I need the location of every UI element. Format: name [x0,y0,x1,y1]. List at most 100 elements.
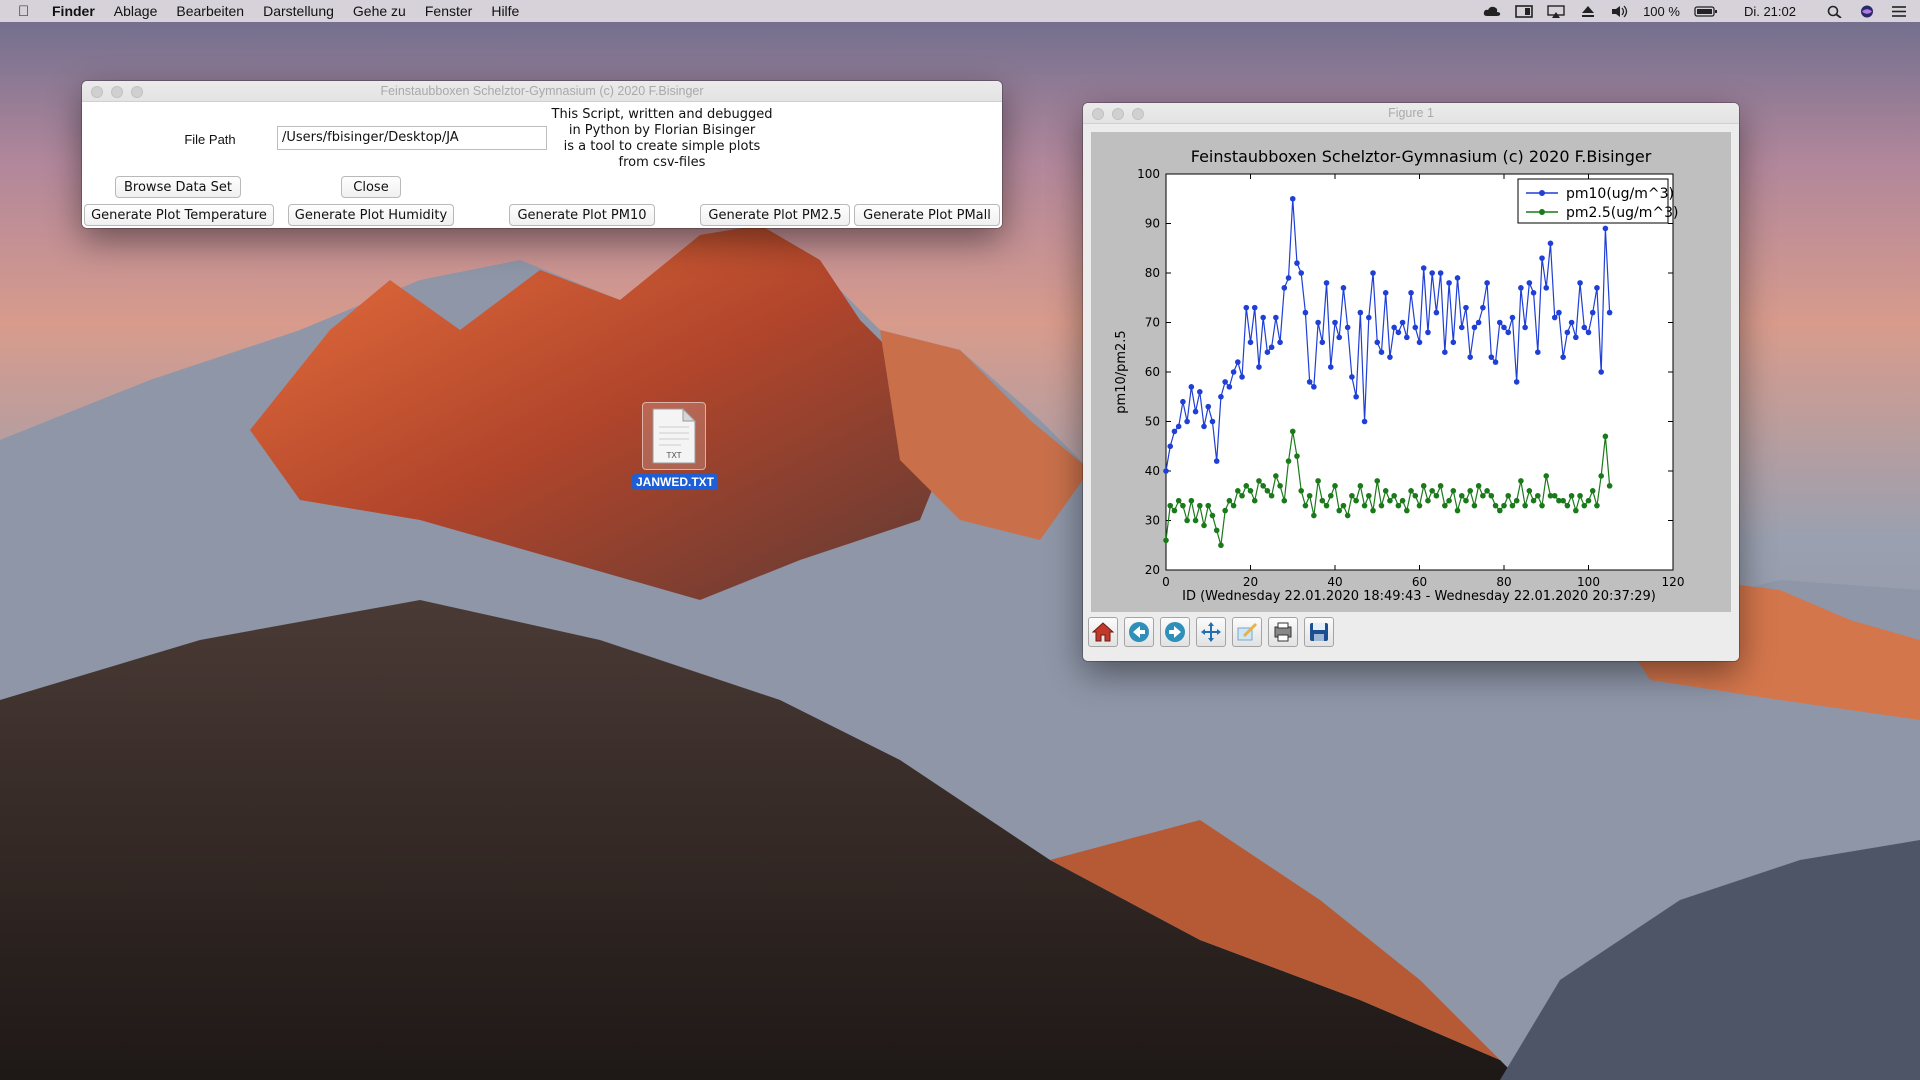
menu-app-finder[interactable]: Finder [52,3,95,19]
data-point [1594,285,1600,291]
file-path-input[interactable]: /Users/fbisinger/Desktop/JA [277,126,547,150]
generate-plot-pm10-button[interactable]: Generate Plot PM10 [509,204,655,226]
menu-fenster[interactable]: Fenster [424,3,473,19]
generate-plot-pmall-button[interactable]: Generate Plot PMall [854,204,1000,226]
legend-marker [1539,190,1545,196]
data-point [1226,384,1233,390]
forward-button[interactable] [1160,617,1190,647]
zoom-button[interactable] [1232,617,1262,647]
notification-center-icon[interactable] [1890,5,1908,18]
data-point [1201,423,1207,430]
data-point [1192,517,1199,524]
configure-subplots-button[interactable] [1268,617,1298,647]
generate-plot-temperature-button[interactable]: Generate Plot Temperature [84,204,274,226]
legend-marker [1539,209,1545,215]
minimize-window-button[interactable] [1112,108,1124,120]
data-point [1319,497,1326,504]
close-window-button[interactable] [91,86,103,98]
generate-plot-humidity-button[interactable]: Generate Plot Humidity [288,204,454,226]
volume-icon[interactable] [1611,5,1629,18]
data-point [1420,265,1427,271]
data-point [1450,488,1457,494]
data-point [1222,379,1228,385]
data-point [1239,492,1245,499]
save-figure-button[interactable] [1304,617,1334,647]
battery-percentage[interactable]: 100 % [1643,3,1680,19]
generate-plot-pm25-button[interactable]: Generate Plot PM2.5 [700,204,850,226]
data-point [1442,502,1448,509]
menu-ablage[interactable]: Ablage [113,3,158,19]
figure-window-titlebar[interactable]: Figure 1 [1083,103,1739,124]
plot-canvas[interactable]: Feinstaubboxen Schelztor-Gymnasium (c) 2… [1091,132,1731,612]
figure-window-title: Figure 1 [1388,106,1434,120]
data-point [1543,285,1550,291]
menu-darstellung[interactable]: Darstellung [263,3,334,19]
x-tick-label: 40 [1327,575,1342,589]
data-point [1522,502,1528,509]
save-icon [1310,623,1328,641]
data-point [1458,492,1465,499]
window-controls [1092,108,1144,120]
data-point [1188,497,1195,504]
data-point [1289,195,1296,202]
data-point [1467,488,1473,494]
data-point [1412,492,1419,499]
data-point [1264,349,1271,355]
data-point [1319,339,1326,346]
data-point [1433,309,1440,316]
zoom-window-button[interactable] [131,86,143,98]
data-point [1387,354,1393,360]
data-point [1526,280,1533,286]
file-type-badge: TXT [665,451,681,460]
data-point [1197,389,1203,395]
zoom-window-button[interactable] [1132,108,1144,120]
data-point [1535,492,1541,499]
data-point [1535,349,1541,355]
menu-bearbeiten[interactable]: Bearbeiten [176,3,245,19]
eject-icon[interactable] [1579,5,1597,18]
browse-data-set-button[interactable]: Browse Data Set [115,176,241,198]
data-point [1306,379,1313,385]
data-point [1311,512,1317,519]
data-point [1289,428,1296,435]
data-point [1353,393,1359,400]
menu-clock[interactable]: Di. 21:02 [1743,3,1796,19]
close-window-button[interactable] [1092,108,1104,120]
menu-gehe-zu[interactable]: Gehe zu [352,3,406,19]
data-point [1513,497,1520,504]
desktop-file-label: JANWED.TXT [632,474,718,490]
app-window-title: Feinstaubboxen Schelztor-Gymnasium (c) 2… [380,84,704,98]
data-point [1218,393,1224,400]
pan-icon [1201,622,1221,642]
airplay-icon[interactable] [1547,4,1565,18]
app-window-titlebar[interactable]: Feinstaubboxen Schelztor-Gymnasium (c) 2… [82,81,1002,102]
chart: Feinstaubboxen Schelztor-Gymnasium (c) 2… [1114,147,1684,604]
display-mirror-icon[interactable] [1515,4,1533,18]
pan-button[interactable] [1196,617,1226,647]
data-point [1480,304,1486,311]
data-point [1467,354,1473,360]
siri-icon[interactable] [1858,5,1876,18]
cloud-icon[interactable] [1483,5,1501,18]
menu-hilfe[interactable]: Hilfe [491,3,520,19]
data-point [1450,339,1457,346]
home-button[interactable] [1088,617,1118,647]
battery-icon[interactable] [1694,5,1718,18]
y-tick-label: 30 [1145,514,1160,528]
legend-label: pm10(ug/m^3) [1566,186,1674,202]
back-button[interactable] [1124,617,1154,647]
data-point [1454,275,1461,281]
data-point [1306,492,1313,499]
data-point [1260,483,1266,489]
data-point [1243,304,1250,311]
desktop-file-janwed[interactable]: TXT JANWED.TXT [632,402,718,491]
data-point [1184,418,1190,425]
apple-menu-icon[interactable]:  [18,3,40,20]
y-tick-label: 90 [1145,217,1160,231]
data-point [1251,304,1258,311]
close-button[interactable]: Close [341,176,401,198]
spotlight-search-icon[interactable] [1826,5,1844,18]
data-point [1564,329,1571,336]
data-point [1336,334,1343,341]
minimize-window-button[interactable] [111,86,123,98]
